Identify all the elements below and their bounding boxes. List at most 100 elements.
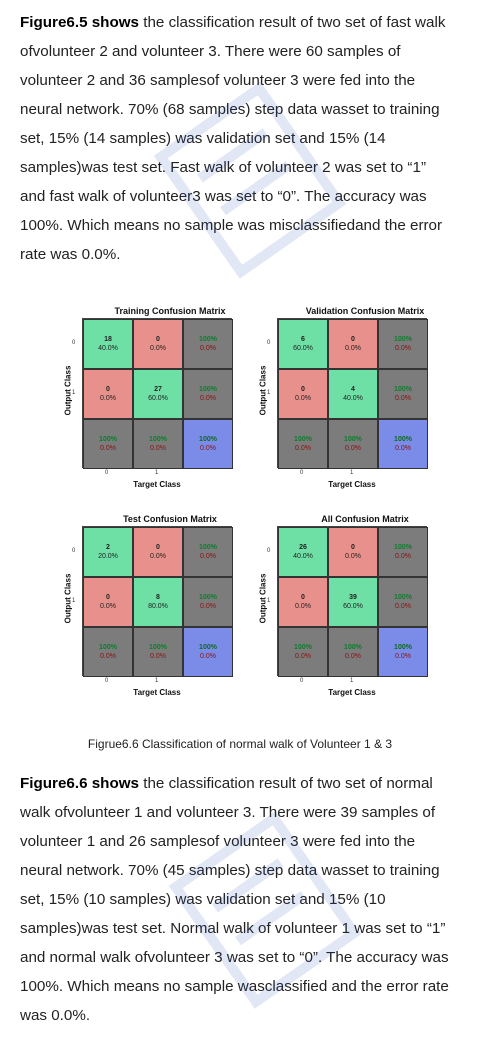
cell-percent: 40.0% bbox=[98, 345, 118, 352]
cell-percent: 0.0% bbox=[345, 553, 361, 560]
paragraph-figure-6-5: Figure6.5 shows the classification resul… bbox=[20, 8, 468, 269]
cell-value: 100% bbox=[149, 436, 167, 443]
cell-percent: 0.0% bbox=[395, 603, 411, 610]
paragraph-line: and fast walk of volunteer3 was set to “… bbox=[20, 188, 427, 205]
cell-percent: 0.0% bbox=[395, 395, 411, 402]
matrix-cell: 100% 0.0% bbox=[278, 627, 328, 677]
matrix-cell: 100% 0.0% bbox=[183, 319, 233, 369]
cell-percent: 0.0% bbox=[200, 445, 216, 452]
cell-value: 100% bbox=[199, 336, 217, 343]
matrix-cell: 100% 0.0% bbox=[183, 527, 233, 577]
validation-confusion-matrix: Validation Confusion Matrix 6 60.0% 0 0.0% 10… bbox=[253, 306, 453, 501]
cell-percent: 20.0% bbox=[98, 553, 118, 560]
cell-value: 100% bbox=[199, 544, 217, 551]
paragraph-line: ofvolunteer 2 and volunteer 3. There wer… bbox=[20, 43, 401, 60]
matrix-cell: 100% 0.0% bbox=[328, 419, 378, 469]
cell-value: 27 bbox=[154, 386, 162, 393]
cell-value: 100% bbox=[394, 594, 412, 601]
matrix-grid: 18 40.0% 0 0.0% 100% 0.0% 0 0.0% 27 60.0% 100% 0.0%… bbox=[82, 318, 233, 469]
cell-percent: 0.0% bbox=[100, 653, 116, 660]
matrix-grid: 2 20.0% 0 0.0% 100% 0.0% 0 0.0% 8 80.0% 100% 0.0% 10… bbox=[82, 526, 233, 677]
matrix-cell: 100% 0.0% bbox=[183, 627, 233, 677]
cell-value: 0 bbox=[156, 544, 160, 551]
matrix-cell: 100% 0.0% bbox=[83, 627, 133, 677]
cell-percent: 0.0% bbox=[295, 445, 311, 452]
matrix-title: Training Confusion Matrix bbox=[114, 306, 226, 316]
paragraph-figure-6-6: Figure6.6 shows the classification resul… bbox=[20, 769, 468, 1030]
x-tick-label: 1 bbox=[350, 470, 354, 476]
paragraph-line: neural network. 70% (45 samples) step da… bbox=[20, 862, 440, 879]
matrix-cell: 100% 0.0% bbox=[83, 419, 133, 469]
x-tick-label: 1 bbox=[155, 678, 159, 684]
x-axis-label: Target Class bbox=[133, 688, 181, 697]
paragraph-line: Figure6.5 shows the classification resul… bbox=[20, 14, 446, 31]
cell-value: 0 bbox=[106, 594, 110, 601]
cell-value: 100% bbox=[199, 386, 217, 393]
paragraph-line: samples)was test set. Fast walk of volun… bbox=[20, 159, 426, 176]
figure-reference: Figure6.6 shows bbox=[20, 775, 140, 792]
cell-value: 100% bbox=[394, 544, 412, 551]
cell-value: 100% bbox=[199, 644, 217, 651]
paragraph-line: Figure6.6 shows the classification resul… bbox=[20, 775, 433, 792]
cell-value: 100% bbox=[394, 436, 412, 443]
cell-value: 0 bbox=[351, 544, 355, 551]
cell-value: 6 bbox=[301, 336, 305, 343]
matrix-cell: 0 0.0% bbox=[328, 319, 378, 369]
cell-percent: 0.0% bbox=[295, 603, 311, 610]
matrix-cell: 100% 0.0% bbox=[378, 527, 428, 577]
matrix-cell: 100% 0.0% bbox=[378, 419, 428, 469]
matrix-title: Test Confusion Matrix bbox=[123, 514, 217, 524]
matrix-cell: 100% 0.0% bbox=[378, 627, 428, 677]
matrix-grid: 26 40.0% 0 0.0% 100% 0.0% 0 0.0% 39 60.0% 100% 0.0%… bbox=[277, 526, 428, 677]
cell-percent: 0.0% bbox=[150, 653, 166, 660]
matrix-cell: 27 60.0% bbox=[133, 369, 183, 419]
cell-percent: 0.0% bbox=[395, 345, 411, 352]
matrix-cell: 0 0.0% bbox=[83, 577, 133, 627]
paragraph-line: set, 15% (14 samples) was validation set… bbox=[20, 130, 386, 147]
y-tick-label: 1 bbox=[72, 390, 76, 396]
cell-value: 100% bbox=[99, 644, 117, 651]
cell-value: 18 bbox=[104, 336, 112, 343]
paragraph-line: volunteer 2 and 36 samplesof volunteer 3… bbox=[20, 72, 416, 89]
matrix-cell: 18 40.0% bbox=[83, 319, 133, 369]
matrix-cell: 8 80.0% bbox=[133, 577, 183, 627]
cell-percent: 0.0% bbox=[150, 345, 166, 352]
cell-value: 8 bbox=[156, 594, 160, 601]
cell-percent: 0.0% bbox=[395, 445, 411, 452]
cell-percent: 80.0% bbox=[148, 603, 168, 610]
x-tick-label: 0 bbox=[300, 678, 304, 684]
matrix-grid: 6 60.0% 0 0.0% 100% 0.0% 0 0.0% 4 40.0% 100% 0.0% 10… bbox=[277, 318, 428, 469]
matrix-cell: 0 0.0% bbox=[328, 527, 378, 577]
all-confusion-matrix: All Confusion Matrix 26 40.0% 0 0.0% 100% 0.0%… bbox=[253, 514, 453, 709]
cell-percent: 0.0% bbox=[200, 603, 216, 610]
cell-percent: 60.0% bbox=[148, 395, 168, 402]
matrix-cell: 6 60.0% bbox=[278, 319, 328, 369]
cell-percent: 0.0% bbox=[100, 395, 116, 402]
cell-value: 100% bbox=[394, 644, 412, 651]
paragraph-line: 100%. Which means no sample wasclassifie… bbox=[20, 978, 449, 995]
matrix-cell: 100% 0.0% bbox=[378, 577, 428, 627]
cell-value: 100% bbox=[294, 436, 312, 443]
x-tick-label: 1 bbox=[155, 470, 159, 476]
cell-percent: 60.0% bbox=[293, 345, 313, 352]
cell-value: 100% bbox=[394, 386, 412, 393]
cell-value: 0 bbox=[301, 386, 305, 393]
cell-value: 4 bbox=[351, 386, 355, 393]
cell-percent: 0.0% bbox=[345, 445, 361, 452]
x-axis-label: Target Class bbox=[133, 480, 181, 489]
matrix-cell: 2 20.0% bbox=[83, 527, 133, 577]
cell-percent: 60.0% bbox=[343, 603, 363, 610]
x-tick-label: 0 bbox=[105, 678, 109, 684]
y-tick-label: 0 bbox=[267, 340, 271, 346]
cell-percent: 0.0% bbox=[150, 553, 166, 560]
cell-percent: 0.0% bbox=[345, 653, 361, 660]
cell-value: 100% bbox=[149, 644, 167, 651]
matrix-cell: 100% 0.0% bbox=[183, 419, 233, 469]
cell-value: 100% bbox=[344, 436, 362, 443]
cell-value: 100% bbox=[99, 436, 117, 443]
paragraph-line: 100%. Which means no sample was misclass… bbox=[20, 217, 443, 234]
cell-percent: 0.0% bbox=[100, 603, 116, 610]
matrix-cell: 39 60.0% bbox=[328, 577, 378, 627]
matrix-cell: 100% 0.0% bbox=[133, 627, 183, 677]
cell-value: 100% bbox=[394, 336, 412, 343]
